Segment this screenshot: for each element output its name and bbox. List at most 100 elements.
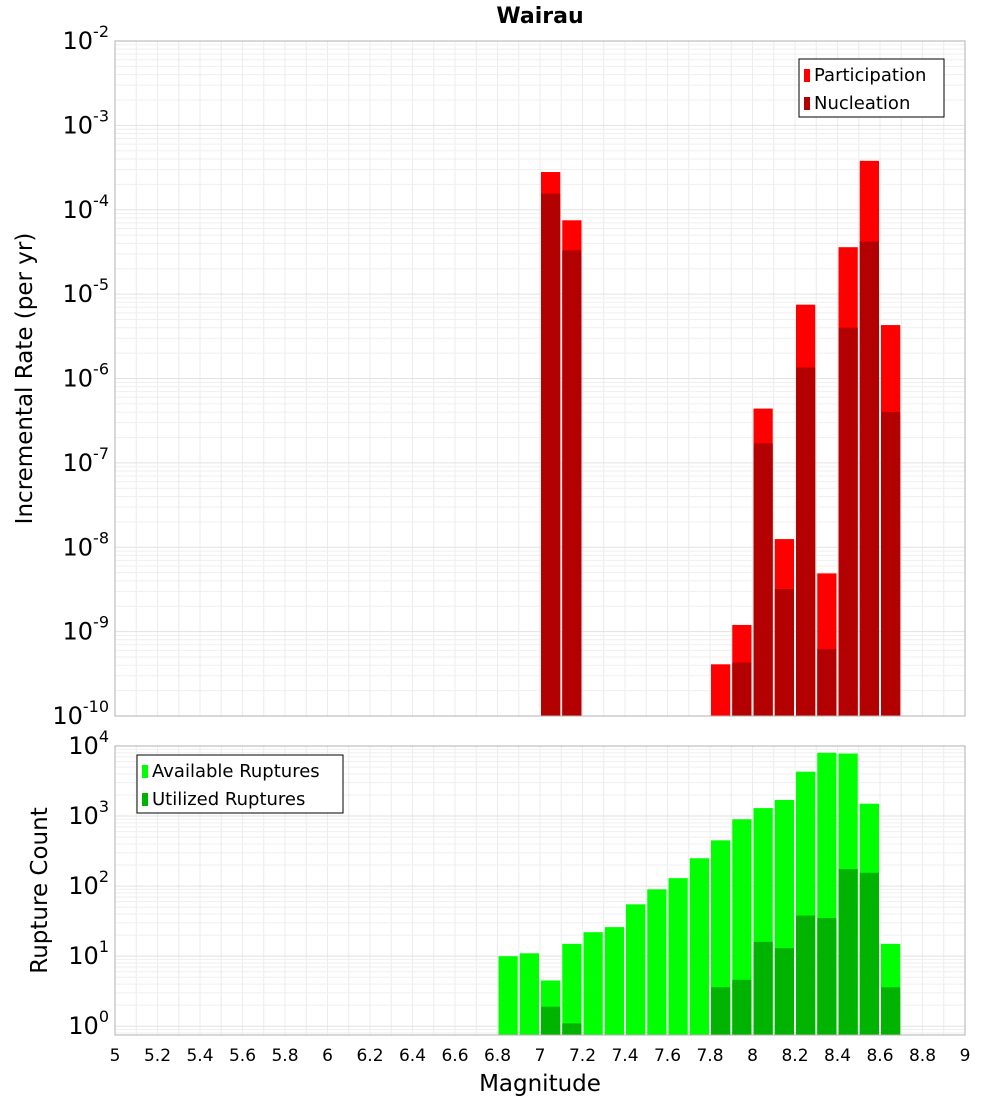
legend-label: Utilized Ruptures: [152, 789, 305, 810]
y-tick-label: 10-6: [63, 360, 110, 393]
legend-label: Available Ruptures: [152, 761, 320, 782]
bar: [838, 869, 858, 1035]
bar: [562, 943, 582, 1035]
x-tick-label: 9: [960, 1046, 971, 1066]
y-tick-label: 10-8: [63, 528, 110, 561]
y-tick-base: 10: [63, 280, 94, 308]
y-tick-exponent: 2: [99, 867, 109, 886]
y-tick-exponent: -2: [93, 22, 109, 41]
x-tick-label: 8.4: [824, 1046, 851, 1066]
bar: [689, 858, 709, 1035]
bar: [647, 889, 667, 1035]
legend: Available Ruptures Utilized Ruptures: [136, 754, 344, 814]
series-nucleation: [541, 193, 901, 717]
x-tick-label: 7.2: [569, 1046, 596, 1066]
y-tick-exponent: -7: [93, 444, 109, 463]
bar: [498, 956, 518, 1035]
legend-swatch: [142, 765, 148, 778]
y-tick-base: 10: [63, 27, 94, 55]
legend: Participation Nucleation: [798, 58, 945, 118]
chart-title: Wairau: [496, 4, 583, 29]
chart-panel-0: 10-1010-910-810-710-610-510-410-310-2Inc…: [12, 4, 966, 730]
x-tick-label: 8: [747, 1046, 758, 1066]
x-tick-label: 5.2: [144, 1046, 171, 1066]
y-tick-base: 10: [68, 732, 99, 760]
y-tick-label: 10-9: [63, 613, 110, 646]
x-tick-label: 6.6: [441, 1046, 468, 1066]
y-tick-label: 10-2: [63, 22, 110, 55]
y-tick-base: 10: [68, 1012, 99, 1040]
y-tick-base: 10: [63, 365, 94, 393]
x-tick-label: 5.4: [186, 1046, 213, 1066]
y-tick-exponent: 3: [99, 797, 109, 816]
y-tick-base: 10: [68, 802, 99, 830]
y-tick-base: 10: [63, 449, 94, 477]
bar: [774, 948, 794, 1035]
x-tick-label: 6.4: [399, 1046, 426, 1066]
bar: [562, 1023, 582, 1035]
y-tick-label: 10-10: [52, 697, 109, 730]
x-tick-label: 6: [322, 1046, 333, 1066]
y-tick-label: 10-4: [63, 191, 110, 224]
y-tick-base: 10: [63, 196, 94, 224]
y-tick-exponent: -3: [93, 106, 109, 125]
x-tick-label: 7: [535, 1046, 546, 1066]
y-tick-label: 10-5: [63, 275, 110, 308]
bar: [796, 367, 816, 716]
bar: [753, 941, 773, 1035]
x-tick-label: 8.8: [909, 1046, 936, 1066]
bar: [774, 589, 794, 716]
bar: [817, 918, 837, 1035]
bar: [711, 840, 731, 1035]
legend-box: [798, 58, 945, 118]
y-tick-base: 10: [52, 702, 83, 730]
bar: [583, 932, 603, 1035]
y-tick-label: 10-7: [63, 444, 110, 477]
bar: [732, 979, 752, 1035]
y-tick-label: 101: [68, 937, 109, 970]
bar: [519, 953, 539, 1035]
legend-swatch: [804, 97, 810, 110]
bar: [881, 987, 901, 1035]
y-tick-label: 104: [68, 727, 109, 760]
bar: [859, 872, 879, 1035]
bar: [711, 664, 731, 716]
y-tick-label: 103: [68, 797, 109, 830]
y-tick-base: 10: [63, 111, 94, 139]
y-tick-base: 10: [68, 872, 99, 900]
bar: [881, 412, 901, 716]
y-axis-label: Rupture Count: [27, 807, 53, 973]
y-tick-base: 10: [63, 618, 94, 646]
bar: [732, 662, 752, 716]
series-utilized-ruptures: [541, 869, 901, 1035]
bar: [541, 193, 561, 716]
x-tick-label: 8.2: [781, 1046, 808, 1066]
x-tick-label: 6.2: [356, 1046, 383, 1066]
legend-label: Nucleation: [814, 93, 910, 114]
y-tick-exponent: -10: [83, 697, 109, 716]
bar: [838, 327, 858, 716]
legend-swatch: [804, 69, 810, 82]
bar: [668, 878, 688, 1035]
gridlines: [114, 41, 966, 717]
x-tick-label: 7.6: [654, 1046, 681, 1066]
y-tick-label: 10-3: [63, 106, 110, 139]
x-tick-label: 5.6: [229, 1046, 256, 1066]
x-tick-labels: 5 5.2 5.4 5.6 5.8 6 6.2 6.4 6.6 6.8 7 7.2 7.4 7.6 7.8 8…: [110, 1046, 971, 1066]
y-tick-base: 10: [63, 533, 94, 561]
y-tick-exponent: -9: [93, 613, 109, 632]
bar: [562, 250, 582, 717]
legend-box: [136, 754, 344, 814]
bar: [753, 443, 773, 716]
legend-swatch: [142, 793, 148, 806]
bar: [541, 1006, 561, 1035]
plot-frame: [114, 40, 966, 717]
x-tick-label: 5: [110, 1046, 121, 1066]
bar: [604, 927, 624, 1035]
y-tick-label: 102: [68, 867, 109, 900]
y-tick-exponent: 0: [99, 1007, 109, 1026]
